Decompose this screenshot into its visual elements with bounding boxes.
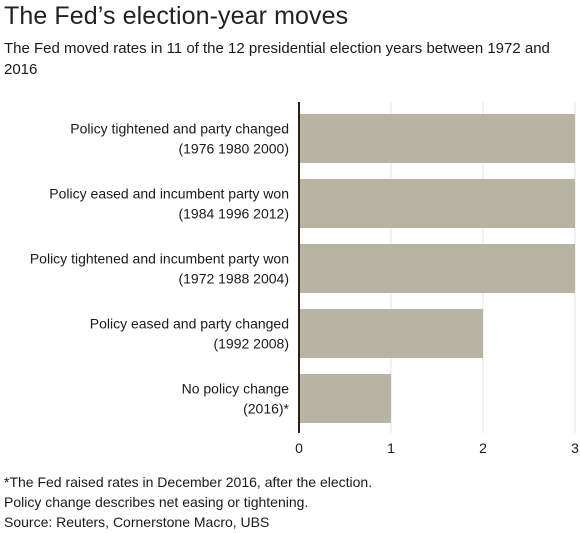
category-years-4: (2016)* — [243, 401, 289, 417]
category-label-0: Policy tightened and party changed — [70, 121, 289, 137]
bars — [300, 114, 575, 423]
category-years-2: (1972 1988 2004) — [178, 271, 289, 287]
bar-3 — [300, 309, 483, 358]
x-tick-label-1: 1 — [387, 440, 395, 456]
category-label-3: Policy eased and party changed — [90, 316, 289, 332]
category-years-1: (1984 1996 2012) — [178, 206, 289, 222]
source-note: Source: Reuters, Cornerstone Macro, UBS — [4, 514, 270, 530]
x-tick-label-0: 0 — [295, 440, 303, 456]
footnote-policy-change: Policy change describes net easing or ti… — [4, 494, 309, 510]
bar-2 — [300, 244, 575, 293]
x-tick-label-3: 3 — [571, 440, 579, 456]
category-years-3: (1992 2008) — [213, 336, 289, 352]
bar-4 — [300, 374, 391, 423]
bar-0 — [300, 114, 575, 163]
category-label-4: No policy change — [182, 381, 290, 397]
footnote-election-2016: *The Fed raised rates in December 2016, … — [4, 474, 373, 490]
chart-title: The Fed’s election-year moves — [4, 2, 349, 30]
category-label-2: Policy tightened and incumbent party won — [30, 251, 289, 267]
chart-subtitle: The Fed moved rates in 11 of the 12 pres… — [4, 40, 550, 78]
x-tick-labels: 0 1 2 3 — [295, 440, 579, 456]
category-labels: Policy tightened and party changed (1976 … — [30, 121, 290, 417]
footnotes: *The Fed raised rates in December 2016, … — [4, 472, 372, 532]
category-label-1: Policy eased and incumbent party won — [49, 186, 289, 202]
x-tick-label-2: 2 — [479, 440, 487, 456]
category-years-0: (1976 1980 2000) — [178, 141, 289, 157]
bar-1 — [300, 179, 575, 228]
